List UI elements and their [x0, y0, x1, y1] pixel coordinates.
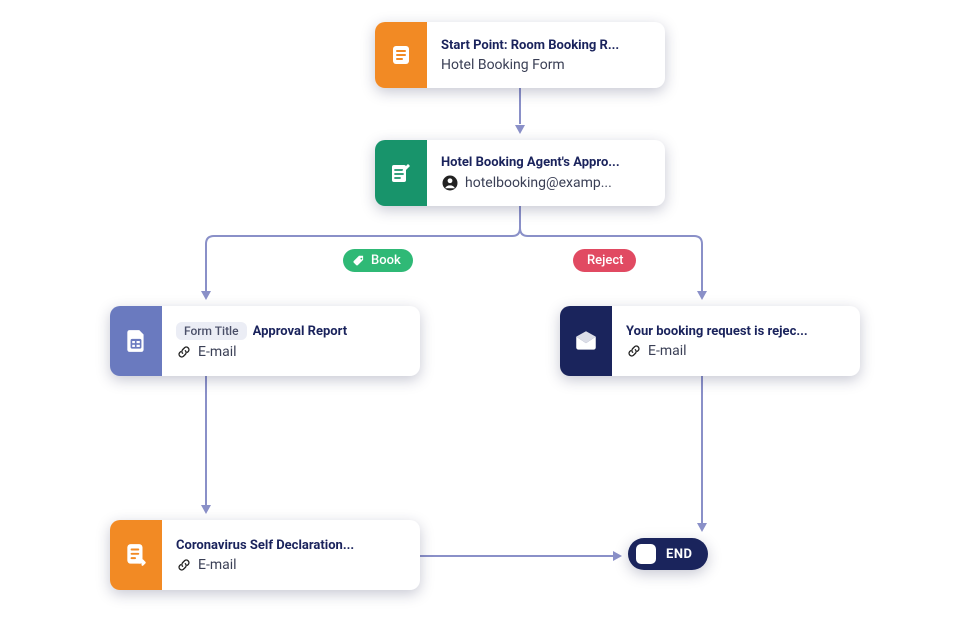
node-agent[interactable]: Hotel Booking Agent's Appro... hotelbook…	[375, 140, 665, 206]
form-export-icon	[110, 520, 162, 590]
node-agent-title: Hotel Booking Agent's Appro...	[441, 155, 620, 170]
approval-icon	[375, 140, 427, 206]
badge-book-label: Book	[371, 253, 401, 268]
node-agent-subtitle-text: hotelbooking@examp...	[465, 175, 612, 191]
badge-reject[interactable]: Reject	[573, 249, 636, 272]
node-approval-subtitle-text: E-mail	[198, 344, 237, 360]
flowchart-canvas: Start Point: Room Booking R... Hotel Boo…	[0, 0, 968, 633]
link-icon	[176, 344, 192, 360]
link-icon	[626, 343, 642, 359]
stop-icon	[636, 544, 656, 564]
node-end-label: END	[666, 547, 692, 562]
node-reject-subtitle: E-mail	[626, 343, 808, 359]
node-covid-subtitle-text: E-mail	[198, 557, 237, 573]
node-approval-title: Approval Report	[253, 324, 348, 339]
mail-icon	[560, 306, 612, 376]
link-icon	[176, 557, 192, 573]
node-reject[interactable]: Your booking request is rejec... E-mail	[560, 306, 860, 376]
node-start-title: Start Point: Room Booking R...	[441, 38, 619, 53]
node-approval[interactable]: Form Title Approval Report E-mail	[110, 306, 420, 376]
node-covid-subtitle: E-mail	[176, 557, 354, 573]
report-icon	[110, 306, 162, 376]
node-agent-subtitle: hotelbooking@examp...	[441, 174, 620, 192]
node-start[interactable]: Start Point: Room Booking R... Hotel Boo…	[375, 22, 665, 88]
node-approval-subtitle: E-mail	[176, 344, 347, 360]
node-reject-subtitle-text: E-mail	[648, 343, 687, 359]
node-covid-title: Coronavirus Self Declaration...	[176, 538, 354, 553]
badge-book[interactable]: Book	[343, 249, 413, 272]
badge-reject-label: Reject	[587, 253, 624, 268]
node-covid[interactable]: Coronavirus Self Declaration... E-mail	[110, 520, 420, 590]
node-reject-title: Your booking request is rejec...	[626, 324, 808, 339]
tag-icon	[352, 254, 366, 268]
node-end[interactable]: END	[628, 538, 708, 570]
form-icon	[375, 22, 427, 88]
form-title-chip: Form Title	[176, 322, 247, 340]
person-icon	[441, 174, 459, 192]
node-start-subtitle: Hotel Booking Form	[441, 57, 619, 73]
